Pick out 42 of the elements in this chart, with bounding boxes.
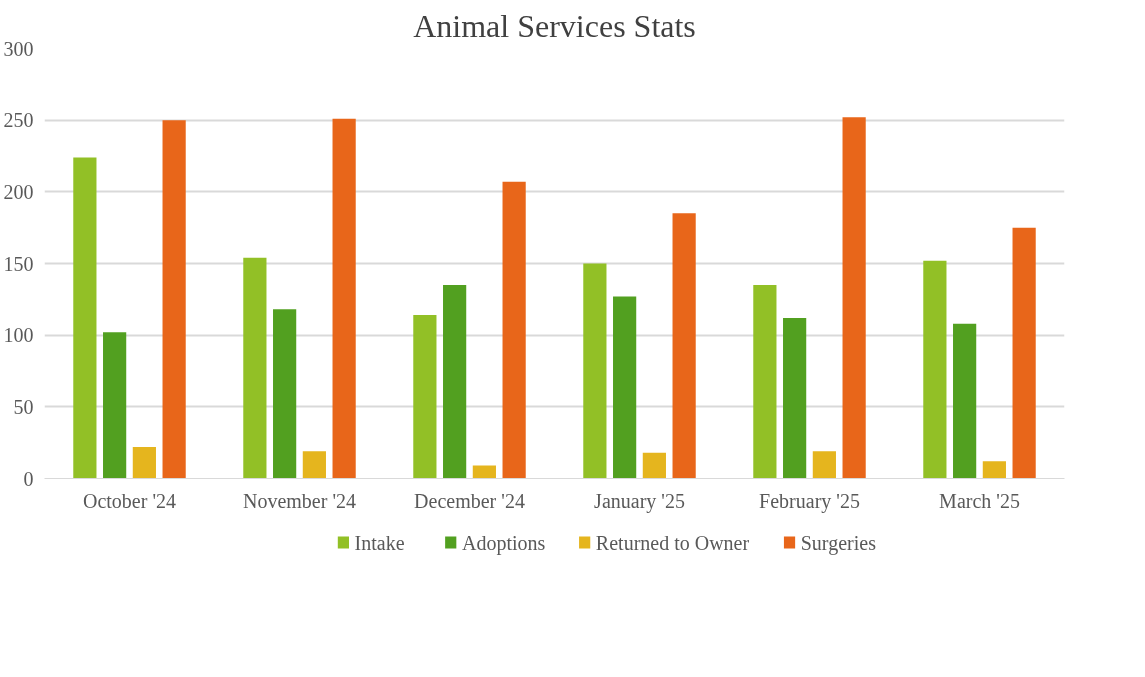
bar [132, 446, 156, 479]
bar [642, 452, 666, 479]
x-tick-label: October '24 [82, 489, 177, 512]
bar [273, 309, 297, 479]
bar [1012, 227, 1036, 479]
bar [923, 260, 947, 479]
bar [73, 157, 97, 479]
y-tick-label: 250 [3, 109, 34, 132]
bar [812, 451, 836, 479]
bar [472, 465, 496, 479]
bar [953, 323, 977, 479]
bar [103, 332, 127, 479]
bar [443, 285, 467, 479]
bar [413, 315, 437, 479]
y-tick-label: 50 [13, 395, 34, 418]
chart-title: Animal Services Stats [413, 7, 696, 44]
y-tick-label: 300 [3, 37, 34, 60]
bar [302, 451, 326, 479]
legend-label: Adoptions [461, 531, 546, 555]
y-tick-label: 100 [3, 324, 34, 347]
bar [783, 317, 807, 479]
bar [583, 263, 607, 479]
legend-label: Returned to Owner [595, 531, 750, 554]
bar [672, 213, 696, 479]
y-tick-label: 0 [23, 467, 34, 490]
x-tick-label: December '24 [414, 489, 525, 512]
bar [753, 285, 777, 479]
bar [502, 181, 526, 479]
y-tick-label: 150 [3, 252, 34, 275]
legend-label: Intake [354, 531, 405, 554]
legend-label: Surgeries [800, 531, 877, 555]
bar [613, 296, 637, 479]
y-tick-label: 200 [3, 180, 34, 203]
bar [243, 257, 267, 479]
bar [982, 461, 1006, 479]
x-tick-label: February '25 [759, 489, 860, 513]
x-tick-label: January '25 [594, 489, 685, 513]
bar [162, 120, 186, 479]
x-tick-label: November '24 [242, 489, 357, 512]
bar [332, 118, 356, 479]
x-tick-label: March '25 [939, 489, 1020, 512]
bar [842, 117, 866, 479]
